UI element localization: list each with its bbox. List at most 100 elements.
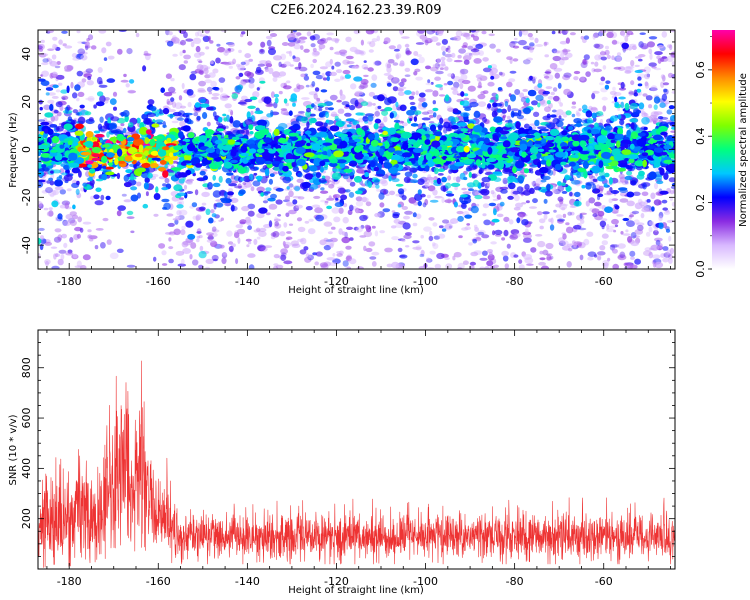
heatmap-cell [599, 82, 604, 86]
heatmap-cell [557, 219, 564, 224]
heatmap-cell [404, 210, 413, 215]
heatmap-cell [183, 54, 192, 60]
heatmap-cell [601, 96, 608, 101]
heatmap-cell [327, 107, 334, 111]
heatmap-cell [176, 192, 186, 197]
heatmap-cell [432, 112, 437, 118]
heatmap-cell [230, 109, 234, 116]
heatmap-cell [185, 220, 194, 228]
heatmap-cell [355, 190, 363, 195]
heatmap-cell [216, 128, 225, 132]
heatmap-cell [248, 264, 255, 269]
heatmap-cell [77, 91, 85, 97]
heatmap-cell [101, 47, 107, 54]
heatmap-cell [363, 66, 369, 70]
heatmap-cell [62, 43, 67, 47]
heatmap-cell [212, 174, 216, 181]
heatmap-cell [432, 189, 438, 196]
heatmap-cell [658, 211, 664, 219]
heatmap-cell [219, 87, 224, 93]
heatmap-cell [510, 229, 520, 235]
heatmap-cell [421, 117, 431, 121]
heatmap-cell [654, 67, 662, 71]
heatmap-cell [402, 222, 411, 230]
heatmap-cell [126, 210, 134, 216]
heatmap-cell [427, 185, 436, 192]
heatmap-cell [50, 115, 55, 122]
heatmap-cell [337, 108, 345, 114]
heatmap-cell [265, 103, 274, 108]
heatmap-cell [309, 184, 319, 190]
heatmap-cell [587, 256, 594, 261]
heatmap-cell [195, 45, 201, 53]
heatmap-cell [638, 170, 645, 177]
heatmap-cell [473, 58, 482, 64]
heatmap-cell [482, 90, 489, 94]
heatmap-cell [434, 62, 440, 69]
heatmap-cell [182, 49, 186, 54]
heatmap-cell [80, 54, 88, 61]
heatmap-cell [452, 108, 459, 114]
heatmap-cell [557, 196, 564, 202]
heatmap-cell [186, 89, 194, 96]
heatmap-cell [467, 32, 471, 37]
heatmap-cell [42, 58, 49, 63]
heatmap-cell [153, 256, 157, 262]
heatmap-cell [395, 193, 401, 197]
heatmap-cell [353, 226, 359, 231]
heatmap-cell [312, 47, 317, 53]
heatmap-cell [552, 87, 558, 92]
heatmap-cell [367, 41, 372, 45]
heatmap-cell [457, 122, 467, 127]
heatmap-cell [648, 221, 655, 226]
heatmap-cell [653, 96, 661, 104]
heatmap-cell [582, 58, 587, 65]
heatmap-cell [204, 79, 212, 84]
heatmap-cell [364, 224, 370, 230]
heatmap-cell [244, 98, 253, 103]
heatmap-cell [173, 184, 183, 192]
heatmap-cell [57, 258, 64, 266]
heatmap-cell [161, 187, 169, 191]
heatmap-cell [657, 45, 664, 49]
heatmap-cell [49, 103, 54, 112]
heatmap-cell [291, 243, 301, 248]
heatmap-cell [232, 58, 237, 65]
heatmap-cell [202, 112, 208, 119]
heatmap-cell [192, 37, 202, 44]
heatmap-cell [286, 51, 292, 54]
heatmap-cell [421, 111, 430, 115]
heatmap-cell [540, 179, 547, 183]
heatmap-cell [560, 182, 566, 187]
heatmap-cell [105, 41, 112, 47]
heatmap-cell [580, 76, 585, 81]
heatmap-cell [508, 182, 516, 190]
heatmap-cell [553, 50, 563, 54]
heatmap-cell [657, 116, 664, 120]
heatmap-cell [653, 111, 663, 115]
heatmap-cell [220, 30, 228, 33]
heatmap-cell [335, 118, 342, 122]
heatmap-cell [638, 41, 644, 48]
heatmap-cell [55, 101, 63, 108]
heatmap-cell [289, 64, 294, 67]
heatmap-cell [178, 201, 182, 205]
heatmap-cell [340, 194, 348, 201]
heatmap-cell [305, 84, 310, 88]
heatmap-cell [659, 243, 663, 250]
heatmap-cell [71, 167, 81, 174]
heatmap-cell [178, 95, 183, 101]
heatmap-cell [535, 44, 544, 47]
heatmap-cell [470, 48, 480, 53]
heatmap-cell [273, 93, 280, 98]
heatmap-cell [77, 41, 86, 44]
heatmap-cell [342, 174, 349, 180]
heatmap-cell [445, 126, 452, 132]
heatmap-cell [259, 227, 267, 233]
heatmap-cell [361, 197, 369, 203]
heatmap-cell [290, 93, 298, 101]
heatmap-cell [384, 247, 393, 253]
heatmap-cell [306, 107, 311, 113]
heatmap-cell [210, 80, 217, 88]
heatmap-cell [175, 215, 181, 220]
